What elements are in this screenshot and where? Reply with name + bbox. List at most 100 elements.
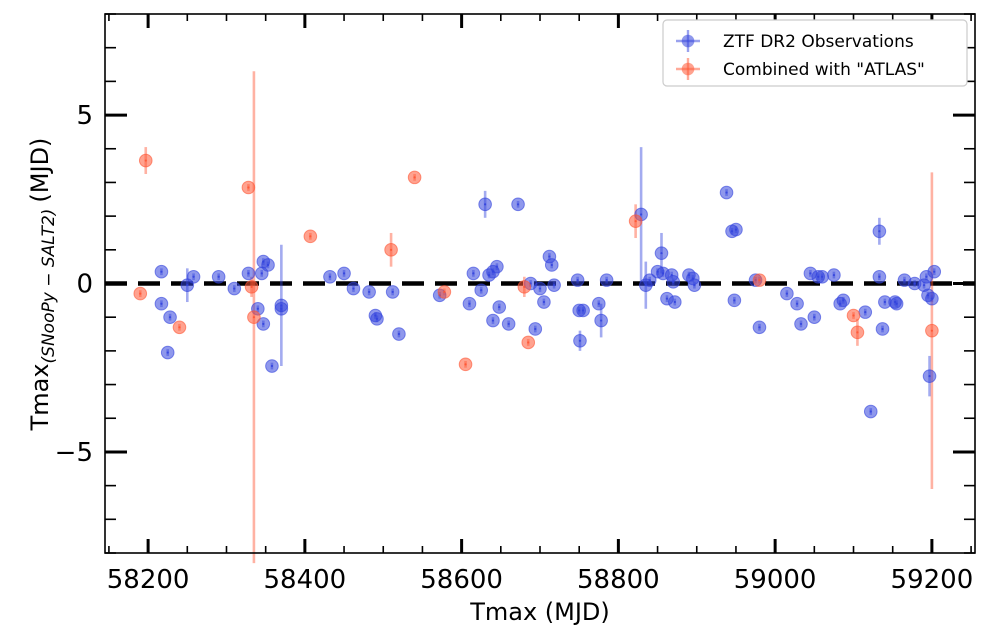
data-point-center	[247, 186, 250, 189]
data-point-center	[895, 302, 898, 305]
data-point-center	[498, 305, 501, 309]
data-point-center	[758, 326, 761, 329]
data-point-center	[852, 314, 855, 317]
data-point-center	[250, 285, 253, 288]
data-point-center	[933, 270, 936, 273]
data-point-center	[217, 275, 220, 278]
data-point-center	[178, 326, 181, 329]
data-point-center	[725, 191, 728, 194]
data-point-center	[832, 273, 836, 277]
data-point-center	[192, 275, 195, 278]
data-point-center	[925, 275, 928, 278]
data-point-center	[930, 329, 933, 332]
data-point-center	[842, 299, 845, 302]
data-point-center	[881, 327, 884, 331]
data-point-center	[397, 332, 401, 336]
data-point-center	[903, 279, 906, 282]
legend-marker	[681, 62, 695, 76]
data-point-center	[672, 280, 675, 283]
legend-label: ZTF DR2 Observations	[723, 32, 914, 52]
legend-marker	[681, 34, 695, 48]
data-point-center	[733, 299, 736, 302]
data-point-center	[661, 272, 665, 275]
y-axis-label-subscript: (SNooPy − SALT2)	[39, 209, 59, 364]
data-point-center	[280, 307, 283, 310]
x-axis-label: Tmax (MJD)	[469, 598, 610, 626]
svg-text:Tmax(SNooPy − SALT2)(MJD): Tmax(SNooPy − SALT2) (MJD)	[26, 138, 59, 432]
y-tick-label: −5	[55, 438, 93, 468]
tick-labels: 58200 58400 58600 58800 59000 59200 −5 0 5	[55, 101, 974, 595]
data-point-center	[864, 311, 867, 314]
data-point-center	[342, 272, 346, 275]
data-point-center	[491, 319, 495, 322]
data-point-center	[233, 287, 236, 290]
data-point-center	[640, 213, 643, 216]
data-point-center	[600, 319, 603, 322]
data-point-center	[553, 284, 556, 287]
data-point-center	[582, 309, 585, 312]
data-points	[133, 153, 942, 419]
data-point-center	[785, 292, 788, 295]
data-point-center	[516, 203, 520, 206]
data-point-center	[480, 289, 483, 292]
data-point-center	[328, 275, 332, 278]
data-point-center	[309, 235, 312, 238]
data-point-center	[247, 272, 250, 275]
data-point-center	[809, 272, 812, 275]
data-point-center	[270, 364, 274, 368]
data-point-center	[168, 316, 172, 319]
data-point-center	[507, 322, 510, 326]
y-axis-label-main: Tmax	[26, 363, 54, 431]
data-point-center	[795, 302, 799, 305]
data-point-center	[930, 297, 933, 300]
y-axis-label: Tmax(SNooPy − SALT2) (MJD)	[26, 138, 59, 432]
data-point-center	[693, 284, 696, 287]
data-point-center	[883, 300, 886, 304]
data-point-center	[252, 316, 256, 319]
data-point-center	[266, 263, 270, 267]
data-point-center	[484, 203, 487, 206]
legend-item-atlas: Combined with "ATLAS"	[676, 58, 925, 80]
data-point-center	[928, 375, 931, 378]
data-point-center	[260, 272, 263, 275]
data-point-center	[352, 287, 355, 290]
x-tick-label: 59200	[891, 565, 974, 595]
data-point-center	[139, 292, 142, 295]
x-tick-label: 58800	[577, 565, 660, 595]
data-point-center	[550, 263, 553, 267]
legend-item-ztf: ZTF DR2 Observations	[676, 30, 914, 52]
data-point-center	[391, 290, 394, 294]
legend-frame	[662, 19, 968, 87]
y-tick-label: 5	[76, 101, 93, 131]
data-point-center	[578, 339, 582, 342]
data-point-center	[542, 300, 546, 304]
data-point-center	[878, 230, 881, 233]
x-tick-label: 58600	[420, 565, 503, 595]
y-tick-label: 0	[76, 270, 93, 300]
data-point-center	[368, 290, 371, 294]
data-point-center	[869, 410, 872, 413]
data-point-center	[262, 322, 265, 326]
data-point-center	[472, 272, 475, 275]
data-point-center	[160, 302, 163, 305]
data-point-center	[660, 252, 663, 255]
data-point-center	[413, 176, 416, 179]
data-point-center	[527, 341, 530, 344]
data-point-center	[389, 248, 393, 251]
data-point-center	[665, 297, 669, 300]
data-point-center	[878, 275, 881, 278]
data-point-center	[821, 275, 824, 278]
data-point-center	[634, 220, 637, 223]
data-point-center	[468, 302, 471, 305]
data-point-center	[913, 282, 916, 285]
data-point-center	[813, 316, 816, 319]
data-point-center	[375, 317, 379, 320]
data-point-center	[495, 265, 498, 268]
data-point-center	[256, 307, 259, 310]
legend: ZTF DR2 Observations Combined with "ATLAS…	[662, 19, 968, 87]
y-axis-label-unit: (MJD)	[26, 138, 54, 203]
data-point-center	[538, 287, 542, 290]
data-point-center	[922, 284, 926, 287]
plot-frame	[104, 13, 976, 554]
x-tick-label: 58400	[264, 565, 347, 595]
